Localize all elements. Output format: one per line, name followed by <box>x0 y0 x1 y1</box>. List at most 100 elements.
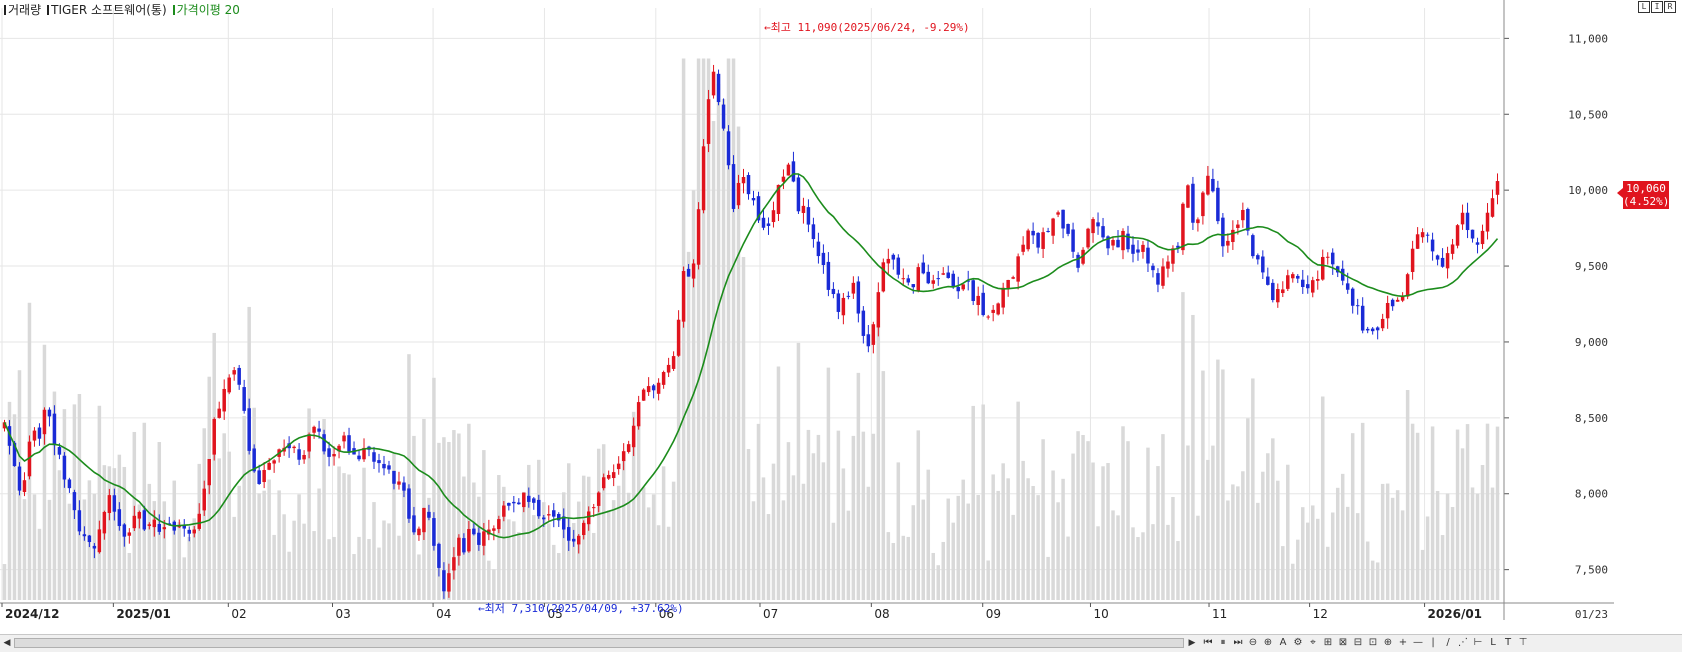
volume-bar <box>701 58 706 600</box>
volume-bar <box>1430 426 1435 600</box>
toolbar-tool-icon[interactable]: ⊟ <box>1353 637 1363 648</box>
candle-body <box>866 334 871 347</box>
volume-bar <box>896 462 901 600</box>
toolbar-tool-icon[interactable]: T <box>1504 637 1512 648</box>
candle-body <box>457 537 461 556</box>
log-scale-icon[interactable]: L <box>1638 1 1650 13</box>
toolbar-tool-icon[interactable]: ⏭ <box>1233 637 1243 648</box>
toolbar-tool-icon[interactable]: ⊠ <box>1338 637 1348 648</box>
volume-bar <box>1241 471 1245 600</box>
volume-bar <box>866 486 871 600</box>
volume-bar <box>1455 429 1460 600</box>
scroll-right-icon[interactable]: ▶ <box>1188 638 1196 648</box>
candle-body <box>1460 212 1465 225</box>
candle-body <box>1410 248 1415 272</box>
volume-bar <box>1141 532 1145 600</box>
candle-body <box>1146 247 1150 264</box>
legend-ma[interactable]: 가격이평 20 <box>172 3 240 17</box>
candle-body <box>1286 275 1290 289</box>
toolbar-tool-icon[interactable]: ⚙ <box>1293 637 1303 648</box>
volume-bar <box>287 551 291 600</box>
toolbar-tool-icon[interactable]: ⊕ <box>1383 637 1393 648</box>
volume-bar <box>661 466 666 600</box>
candle-body <box>786 164 791 176</box>
candle-body <box>387 465 391 470</box>
legend-volume[interactable]: 거래량 <box>4 3 41 17</box>
toolbar-tool-icon[interactable]: ⌖ <box>1310 637 1316 648</box>
candle-body <box>97 529 102 553</box>
horizontal-scrollbar[interactable] <box>14 638 1184 648</box>
candle-body <box>127 532 132 536</box>
toolbar-tool-icon[interactable]: ⏮ <box>1203 637 1213 648</box>
candle-body <box>1141 244 1145 252</box>
volume-bar <box>1286 464 1290 600</box>
volume-bar <box>77 393 82 600</box>
toolbar-tool-icon[interactable]: ⊤ <box>1518 637 1528 648</box>
volume-bar <box>232 516 236 600</box>
legend-symbol[interactable]: TIGER 소프트웨어(통) <box>47 3 167 17</box>
stock-chart[interactable]: 11,000 10,500 10,000 9,500 9,000 8,500 8,000 7,… <box>0 0 1682 634</box>
candle-body <box>1375 327 1380 331</box>
volume-bar <box>641 487 646 600</box>
candle-body <box>836 293 841 312</box>
candle-body <box>137 512 142 519</box>
toolbar-tool-icon[interactable]: — <box>1413 637 1423 648</box>
toolbar-tool-icon[interactable]: | <box>1431 637 1435 648</box>
volume-bar <box>626 492 631 600</box>
candle-body <box>257 470 261 484</box>
volume-bar <box>262 490 266 600</box>
volume-bar <box>22 499 27 600</box>
candle-body <box>552 510 556 517</box>
candle-body <box>1320 256 1325 280</box>
toolbar-tool-icon[interactable]: L <box>1490 637 1496 648</box>
candle-body <box>1076 254 1080 268</box>
volume-bar <box>557 553 561 600</box>
volume-bar <box>277 490 281 600</box>
toolbar-tool-icon[interactable]: ⊢ <box>1473 637 1483 648</box>
volume-bar <box>851 435 856 600</box>
toolbar-tool-icon[interactable]: / <box>1446 637 1450 648</box>
candle-body <box>1425 234 1430 236</box>
right-scale-icon[interactable]: R <box>1664 1 1676 13</box>
volume-bar <box>1001 463 1005 600</box>
toolbar-tool-icon[interactable]: ⊖ <box>1248 637 1258 648</box>
candle-body <box>966 280 970 282</box>
volume-bar <box>651 494 656 600</box>
candle-body <box>771 210 776 223</box>
candle-body <box>427 511 431 518</box>
volume-bar <box>1370 560 1375 600</box>
volume-bar <box>447 441 451 600</box>
volume-bar <box>1450 507 1455 600</box>
legend-volume-label: 거래량 <box>8 3 42 17</box>
candle-body <box>1296 275 1300 279</box>
candle-body <box>357 455 361 460</box>
candle-body <box>442 570 446 592</box>
candle-body <box>7 426 12 446</box>
volume-bar <box>1236 486 1240 600</box>
volume-bar <box>731 58 736 600</box>
candle-body <box>477 532 481 545</box>
toolbar-tool-icon[interactable]: ⋰ <box>1458 637 1468 648</box>
volume-bar <box>656 525 661 600</box>
candle-body <box>861 310 866 336</box>
toolbar-tool-icon[interactable]: + <box>1398 637 1408 648</box>
toolbar-tool-icon[interactable]: ⊕ <box>1263 637 1273 648</box>
volume-bar <box>1375 562 1380 600</box>
scroll-left-icon[interactable]: ◀ <box>3 638 11 648</box>
volume-bar <box>227 451 231 600</box>
volume-bar <box>427 497 431 600</box>
volume-bar <box>1355 513 1360 600</box>
volume-bar <box>237 485 241 600</box>
toolbar-tool-icon[interactable]: A <box>1279 637 1287 648</box>
toolbar-tool-icon[interactable]: ⏸ <box>1220 637 1226 648</box>
inverse-scale-icon[interactable]: I <box>1651 1 1663 13</box>
volume-bar <box>127 552 132 600</box>
volume-bar <box>766 514 771 600</box>
volume-bar <box>951 522 955 600</box>
toolbar-tool-icon[interactable]: ⊞ <box>1323 637 1333 648</box>
toolbar-tool-icon[interactable]: ⊡ <box>1368 637 1378 648</box>
candle-body <box>576 535 581 545</box>
volume-bar <box>1136 537 1140 600</box>
volume-bar <box>107 466 112 600</box>
legend-ma-label: 가격이평 20 <box>176 3 240 17</box>
